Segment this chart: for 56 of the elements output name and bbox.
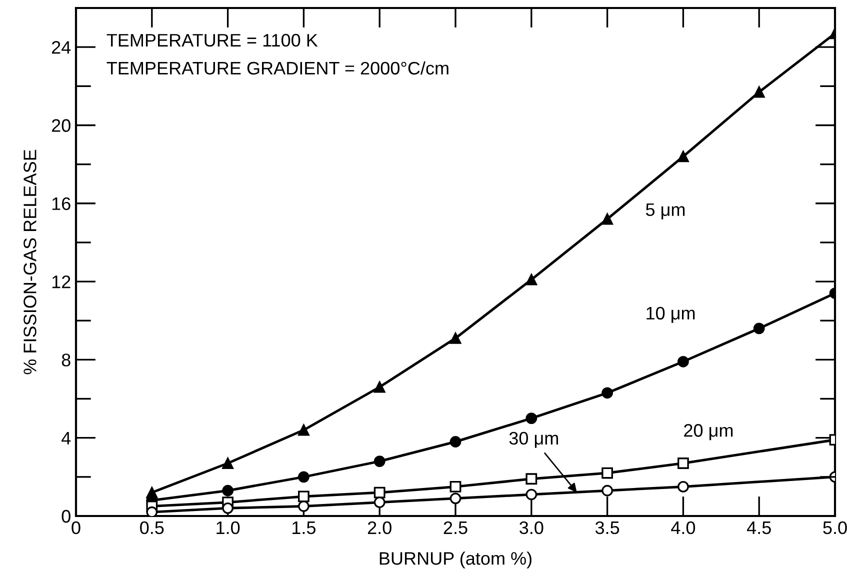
- annotation: TEMPERATURE GRADIENT = 2000°C/cm: [106, 61, 448, 75]
- y-axis-title: % FISSION-GAS RELEASE: [24, 150, 36, 374]
- x-tick-label: 4.5: [746, 522, 771, 534]
- x-tick-label: 0.5: [140, 521, 164, 534]
- annotation: TEMPERATURE = 1100 K: [106, 34, 318, 47]
- point: [526, 412, 538, 424]
- point: [678, 356, 689, 368]
- point: [526, 274, 538, 286]
- x-tick-label: 2.0: [368, 521, 392, 534]
- x-tick-label: 1.0: [216, 521, 240, 534]
- point: [678, 150, 689, 162]
- point: [450, 332, 462, 344]
- point: [298, 471, 310, 483]
- point: [678, 480, 689, 492]
- x-tick-label: 0: [72, 521, 80, 534]
- point: [374, 381, 386, 393]
- point: [298, 424, 310, 436]
- text: 30 μm: [509, 432, 558, 448]
- x-tick-label: 4.0: [671, 521, 696, 534]
- y-tick-label: 12: [52, 275, 70, 288]
- point: [374, 486, 386, 498]
- x-tick-label: 2.5: [444, 521, 468, 534]
- point: [450, 492, 462, 504]
- y-tick-label: 16: [52, 197, 70, 210]
- point: [450, 436, 462, 448]
- x-tick-label: 1.5: [292, 522, 316, 534]
- series-label: 10 μm: [646, 306, 695, 323]
- y-tick-label: 20: [52, 119, 70, 132]
- point: [753, 322, 765, 334]
- y-tick-label: 4: [62, 432, 71, 444]
- point: [678, 458, 689, 469]
- point: [298, 490, 310, 502]
- point: [602, 213, 613, 225]
- point: [602, 467, 613, 479]
- y-tick-label: 24: [52, 41, 71, 54]
- series-label: 20 μm: [684, 424, 733, 440]
- x-tick-label: 5.0: [823, 521, 847, 534]
- x-tick-label: 3.0: [520, 521, 544, 534]
- point: [298, 500, 310, 512]
- point: [602, 387, 613, 399]
- x-axis-title: BURNUP (atom %): [380, 552, 532, 568]
- y-tick-label: 0: [62, 510, 70, 523]
- point: [602, 484, 613, 496]
- point: [450, 480, 462, 492]
- point: [526, 473, 538, 485]
- point: [222, 458, 234, 469]
- point: [222, 502, 234, 514]
- y-tick-label: 8: [62, 354, 70, 366]
- x-tick-label: 3.5: [595, 521, 620, 534]
- point: [374, 456, 386, 467]
- point: [222, 484, 234, 496]
- point: [374, 496, 386, 508]
- point: [146, 506, 158, 516]
- series-label: 5 μm: [646, 203, 685, 220]
- point: [526, 488, 538, 500]
- point: [753, 86, 765, 98]
